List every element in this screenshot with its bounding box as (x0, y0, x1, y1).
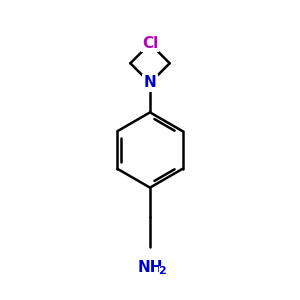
Text: N: N (144, 75, 156, 90)
Text: 2: 2 (158, 266, 166, 276)
Text: Cl: Cl (142, 36, 158, 51)
Text: NH: NH (137, 260, 163, 275)
Text: Cl: Cl (142, 36, 158, 51)
